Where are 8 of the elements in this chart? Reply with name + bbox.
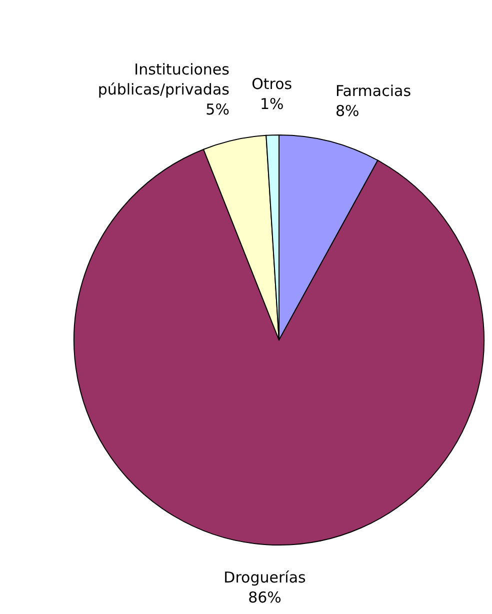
slice-label: Instituciones públicas/privadas <box>98 60 230 98</box>
data-label: 5% <box>206 100 230 118</box>
data-label: 86% <box>248 588 282 607</box>
slice-label: Otros <box>252 75 292 94</box>
slice-label: Farmacias <box>335 82 412 100</box>
slice-label: Droguerías <box>224 568 306 587</box>
data-label: 1% <box>260 95 284 114</box>
data-label: 8% <box>335 102 360 120</box>
